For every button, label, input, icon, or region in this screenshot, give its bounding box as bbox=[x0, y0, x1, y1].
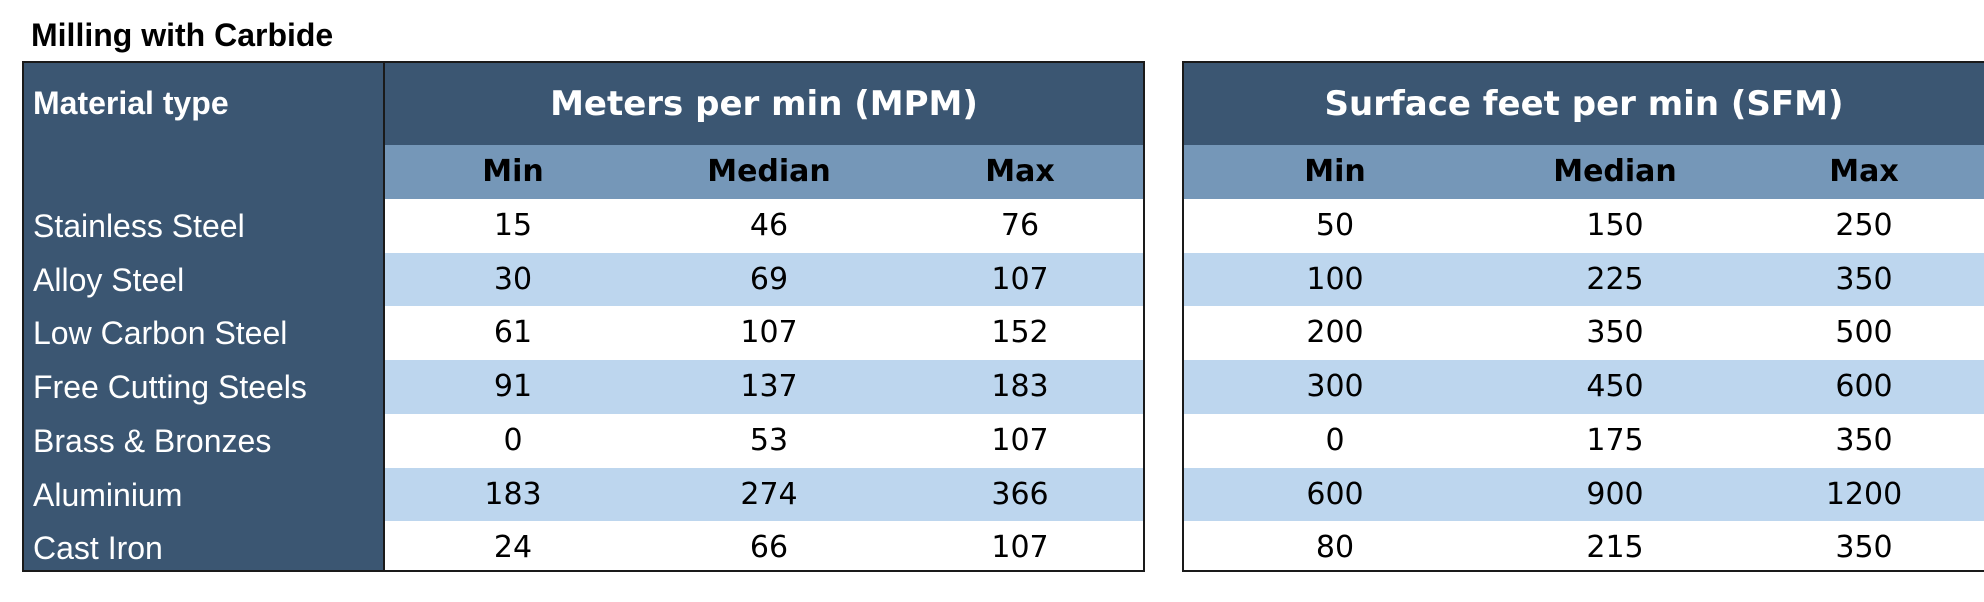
mpm-min-cell: 24 bbox=[493, 530, 533, 566]
sfm-median-cell: 150 bbox=[1586, 208, 1644, 243]
mpm-max-cell: 107 bbox=[991, 261, 1049, 297]
mpm-table-row: 24 66 107 bbox=[385, 521, 1143, 570]
mpm-median-cell: 107 bbox=[740, 315, 798, 351]
mpm-max-cell: 107 bbox=[991, 530, 1049, 566]
sfm-max-cell: 600 bbox=[1835, 369, 1893, 405]
sfm-table-row: 200 350 500 bbox=[1184, 306, 1984, 361]
sfm-min-cell: 300 bbox=[1306, 369, 1364, 405]
sfm-median-cell: 215 bbox=[1586, 530, 1644, 566]
sfm-table-row: 0 175 350 bbox=[1184, 413, 1984, 468]
sfm-median-cell: 450 bbox=[1586, 369, 1644, 405]
sfm-min-cell: 200 bbox=[1306, 315, 1364, 351]
mpm-max-cell: 107 bbox=[991, 422, 1049, 458]
mpm-min-cell: 61 bbox=[493, 315, 533, 351]
mpm-min-header: Min bbox=[482, 154, 544, 189]
material-name: Free Cutting Steels bbox=[33, 369, 307, 406]
mpm-min-cell: 30 bbox=[493, 261, 533, 297]
sfm-median-cell: 900 bbox=[1586, 476, 1644, 512]
sfm-max-cell: 350 bbox=[1835, 530, 1893, 566]
material-name: Brass & Bronzes bbox=[33, 422, 272, 459]
sfm-min-cell: 100 bbox=[1306, 261, 1364, 297]
mpm-table: Material type Stainless Steel Alloy Steel… bbox=[22, 61, 1145, 572]
mpm-table-row: 0 53 107 bbox=[385, 413, 1143, 468]
page-title: Milling with Carbide bbox=[31, 17, 334, 53]
mpm-median-cell: 274 bbox=[740, 476, 798, 512]
mpm-group-header: Meters per min (MPM) bbox=[385, 63, 1143, 145]
sfm-group-header: Surface feet per min (SFM) bbox=[1184, 63, 1984, 145]
mpm-table-row: 15 46 76 bbox=[385, 199, 1143, 253]
sfm-max-cell: 250 bbox=[1835, 208, 1893, 243]
material-name: Aluminium bbox=[33, 476, 183, 513]
sfm-table-row: 80 215 350 bbox=[1184, 521, 1984, 570]
mpm-max-cell: 152 bbox=[991, 315, 1049, 351]
material-name: Alloy Steel bbox=[33, 261, 185, 298]
sfm-median-cell: 350 bbox=[1586, 315, 1644, 351]
sfm-max-header: Max bbox=[1829, 154, 1899, 189]
mpm-median-cell: 66 bbox=[749, 530, 789, 566]
sfm-median-cell: 225 bbox=[1586, 261, 1644, 297]
mpm-table-row: 30 69 107 bbox=[385, 252, 1143, 307]
mpm-min-cell: 91 bbox=[493, 369, 533, 405]
mpm-median-cell: 137 bbox=[740, 369, 798, 405]
mpm-max-cell: 183 bbox=[991, 369, 1049, 405]
mpm-data-columns: Meters per min (MPM) Min Median Max 15 46… bbox=[385, 63, 1143, 570]
sfm-max-cell: 350 bbox=[1835, 422, 1893, 458]
sfm-data-columns: Surface feet per min (SFM) Min Median Ma… bbox=[1184, 63, 1984, 570]
mpm-median-cell: 69 bbox=[749, 261, 789, 297]
mpm-min-cell: 0 bbox=[503, 422, 523, 458]
material-type-header: Material type bbox=[33, 85, 229, 121]
mpm-max-cell: 366 bbox=[991, 476, 1049, 512]
mpm-median-header: Median bbox=[707, 154, 831, 189]
sfm-min-cell: 0 bbox=[1325, 422, 1345, 458]
sfm-min-cell: 600 bbox=[1306, 476, 1364, 512]
sfm-min-header: Min bbox=[1304, 154, 1366, 189]
mpm-median-cell: 46 bbox=[749, 208, 789, 243]
sfm-table-row: 300 450 600 bbox=[1184, 360, 1984, 415]
material-name: Cast Iron bbox=[33, 530, 163, 567]
sfm-min-cell: 80 bbox=[1315, 530, 1355, 566]
sfm-max-cell: 350 bbox=[1835, 261, 1893, 297]
sfm-median-header: Median bbox=[1553, 154, 1677, 189]
material-column: Material type Stainless Steel Alloy Steel… bbox=[24, 63, 385, 570]
mpm-min-cell: 183 bbox=[484, 476, 542, 512]
mpm-median-cell: 53 bbox=[749, 422, 789, 458]
mpm-table-row: 183 274 366 bbox=[385, 467, 1143, 522]
sfm-min-cell: 50 bbox=[1315, 208, 1355, 243]
sfm-table-row: 600 900 1200 bbox=[1184, 467, 1984, 522]
sfm-subheader-row: Min Median Max bbox=[1184, 145, 1984, 199]
mpm-max-header: Max bbox=[985, 154, 1055, 189]
mpm-table-row: 91 137 183 bbox=[385, 360, 1143, 415]
mpm-max-cell: 76 bbox=[1000, 208, 1040, 243]
sfm-table-row: 100 225 350 bbox=[1184, 252, 1984, 307]
sfm-table-row: 50 150 250 bbox=[1184, 199, 1984, 253]
mpm-subheader-row: Min Median Max bbox=[385, 145, 1143, 199]
sfm-table: Surface feet per min (SFM) Min Median Ma… bbox=[1182, 61, 1984, 572]
material-name: Low Carbon Steel bbox=[33, 315, 288, 352]
material-name: Stainless Steel bbox=[33, 208, 245, 244]
mpm-min-cell: 15 bbox=[493, 208, 533, 243]
sfm-max-cell: 1200 bbox=[1825, 476, 1903, 512]
sfm-max-cell: 500 bbox=[1835, 315, 1893, 351]
sfm-median-cell: 175 bbox=[1586, 422, 1644, 458]
mpm-table-row: 61 107 152 bbox=[385, 306, 1143, 361]
